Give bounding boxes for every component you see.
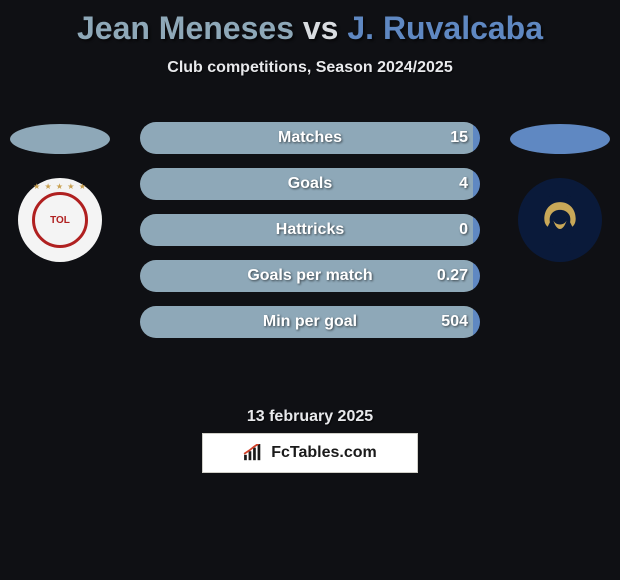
stat-bar-player2-fill (473, 122, 480, 154)
pumas-badge-icon (532, 192, 588, 248)
stat-value-player2: 0.27 (437, 267, 468, 285)
stat-bar-player2-fill (473, 168, 480, 200)
stats-list: Matches 15 Goals 4 Hattricks 0 Goals per match… (140, 122, 480, 338)
stars-icon: ★ ★ ★ ★ ★ (33, 182, 87, 191)
player1-club-logo: ★ ★ ★ ★ ★ TOL (18, 178, 102, 262)
stat-bar-player2-fill (473, 260, 480, 292)
stat-bar: Matches 15 (140, 122, 480, 154)
stat-label: Hattricks (276, 221, 344, 239)
stat-value-player2: 0 (459, 221, 468, 239)
date-text: 13 february 2025 (0, 408, 620, 426)
stat-value-player2: 4 (459, 175, 468, 193)
brand-text: FcTables.com (271, 444, 377, 462)
toluca-badge-icon: TOL (32, 192, 88, 248)
bar-chart-icon (243, 444, 265, 462)
player2-club-logo (518, 178, 602, 262)
stat-value-player2: 15 (450, 129, 468, 147)
stat-label: Min per goal (263, 313, 357, 331)
player1-ellipse (10, 124, 110, 154)
stat-bar-player2-fill (473, 306, 480, 338)
brand-badge: FcTables.com (202, 433, 418, 473)
stat-label: Goals (288, 175, 332, 193)
subtitle: Club competitions, Season 2024/2025 (0, 59, 620, 77)
stat-bar: Goals per match 0.27 (140, 260, 480, 292)
comparison-title: Jean Meneses vs J. Ruvalcaba (0, 0, 620, 47)
stat-value-player2: 504 (441, 313, 468, 331)
player2-name: J. Ruvalcaba (347, 10, 543, 46)
player2-ellipse (510, 124, 610, 154)
stat-bar: Hattricks 0 (140, 214, 480, 246)
vs-text: vs (303, 10, 339, 46)
stat-bar: Min per goal 504 (140, 306, 480, 338)
stat-bar: Goals 4 (140, 168, 480, 200)
stat-label: Goals per match (247, 267, 372, 285)
stat-bar-player2-fill (473, 214, 480, 246)
stat-label: Matches (278, 129, 342, 147)
player1-name: Jean Meneses (77, 10, 294, 46)
